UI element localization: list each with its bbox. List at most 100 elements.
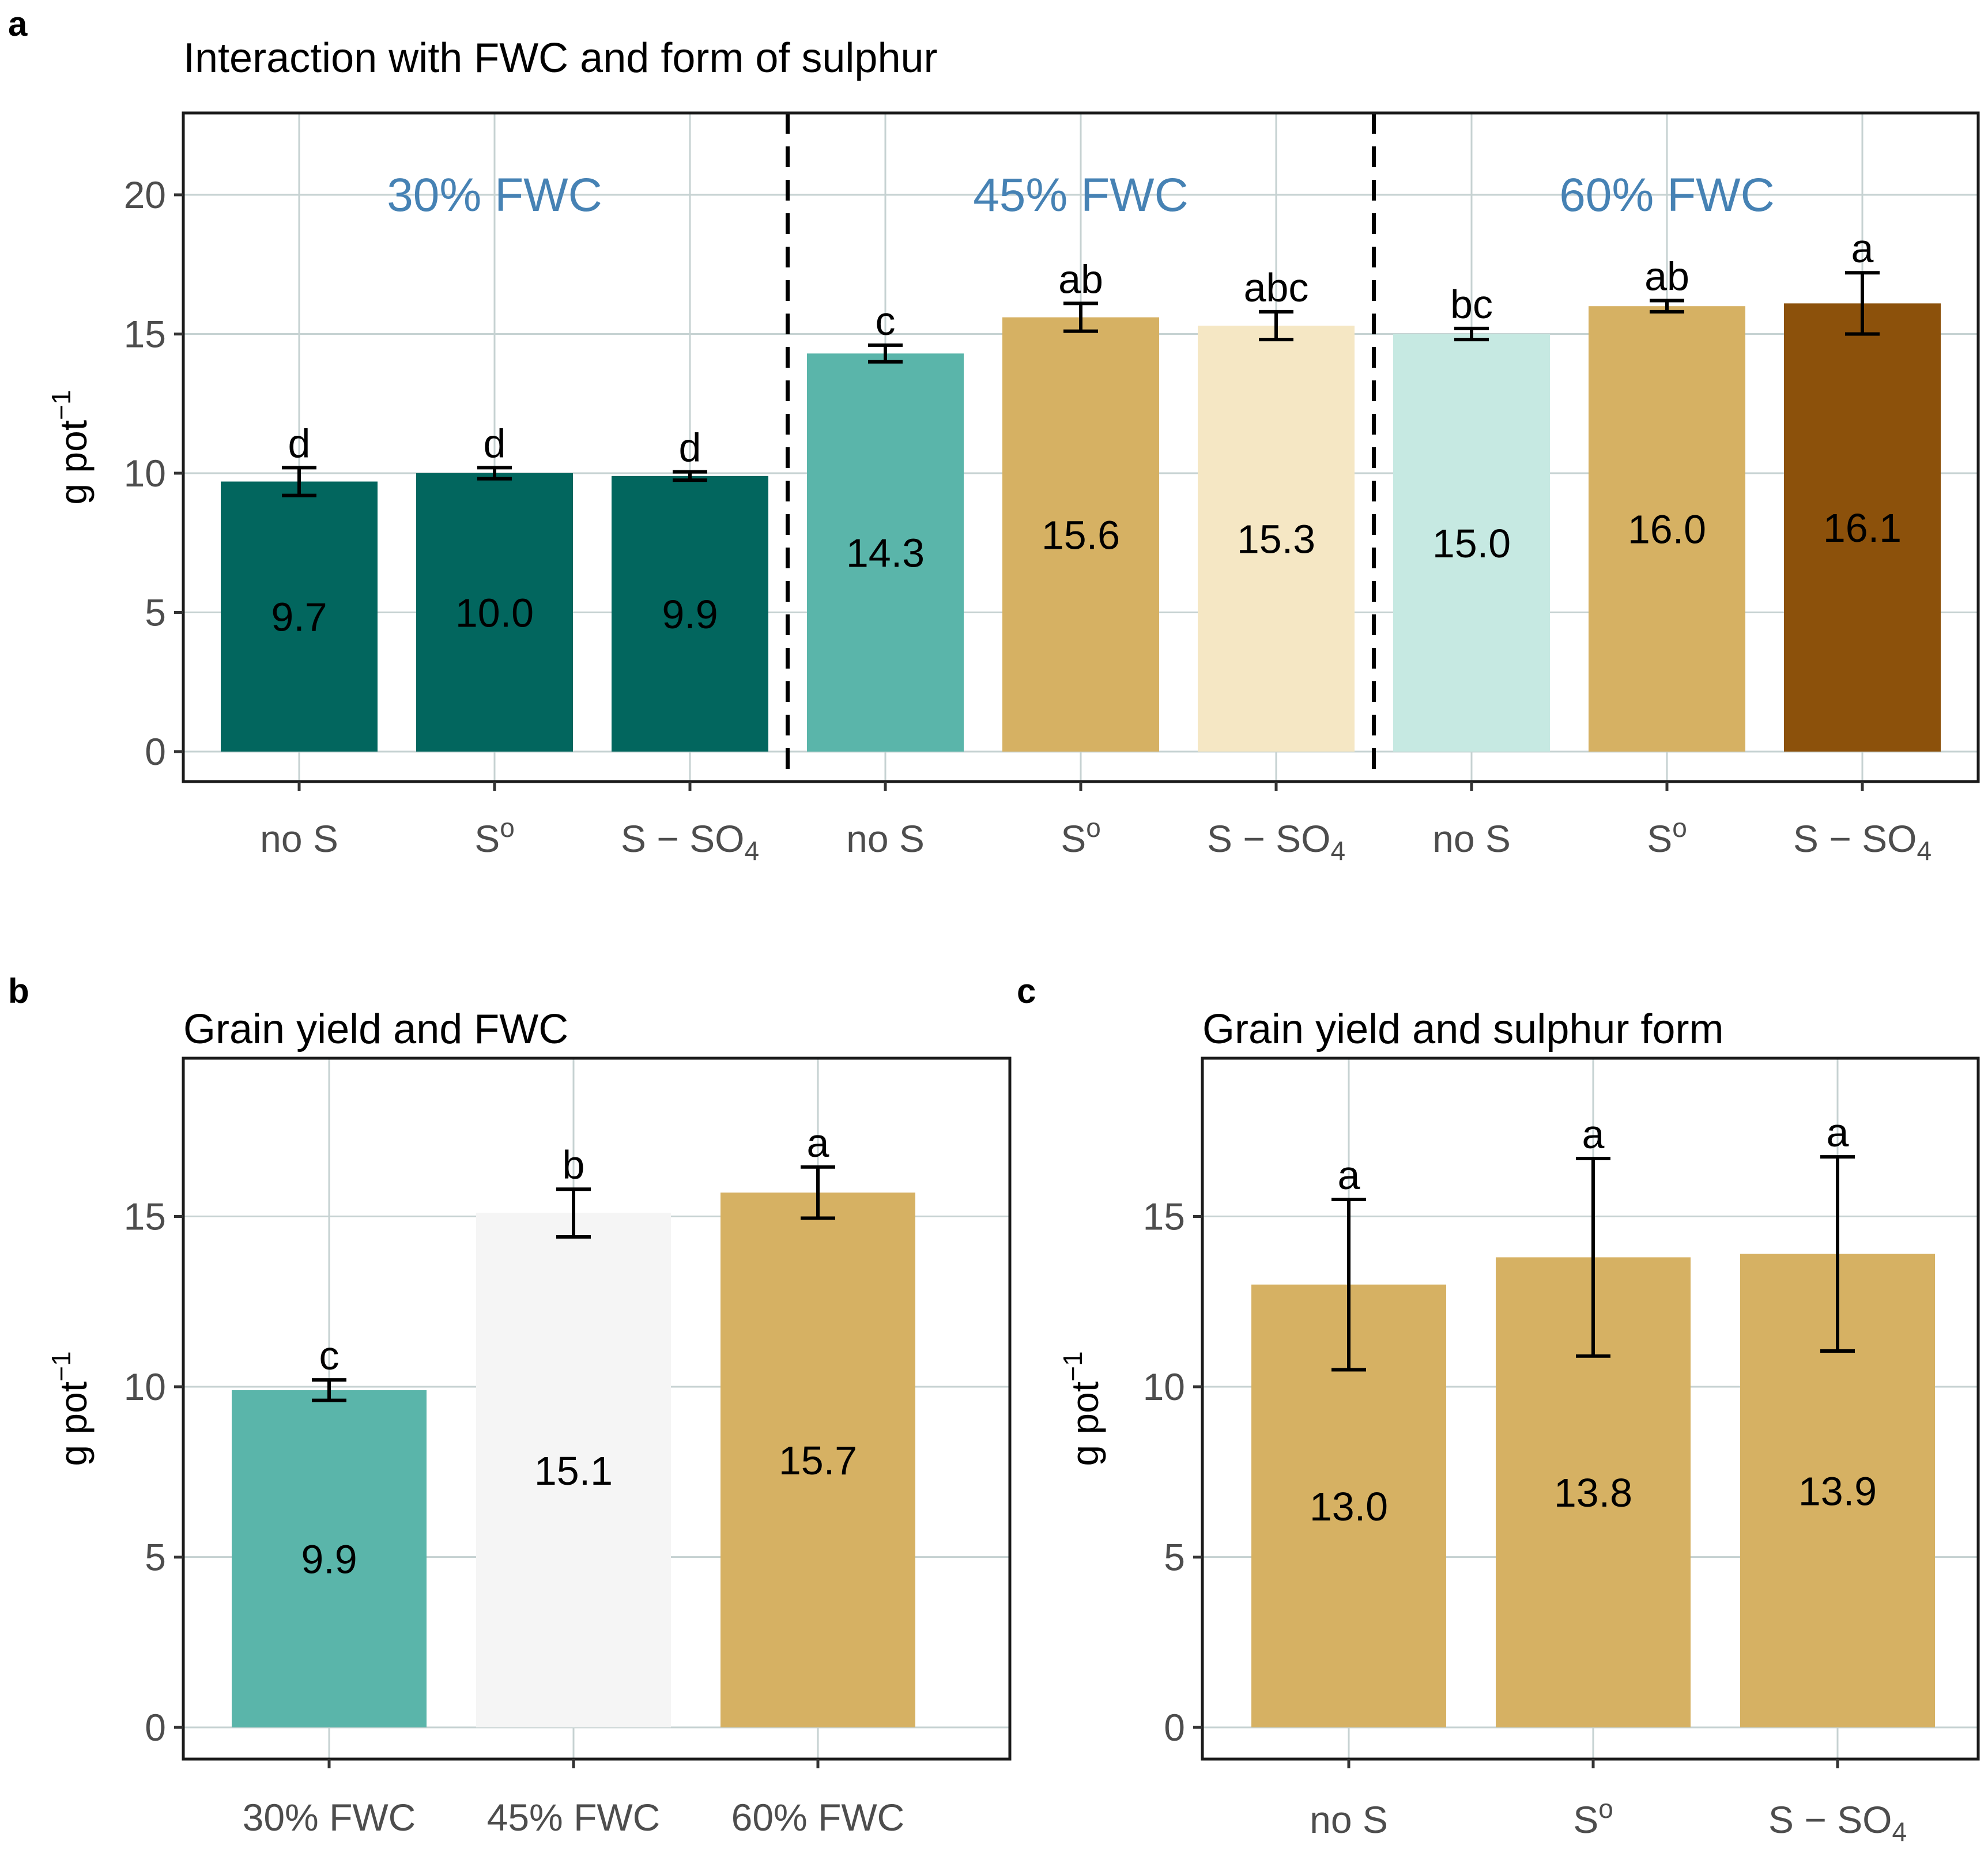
bar-value-label: 15.1 bbox=[534, 1448, 613, 1493]
label-s: S bbox=[474, 817, 500, 860]
x-tick-label: 60% FWC bbox=[731, 1796, 905, 1839]
significance-letter: c bbox=[319, 1333, 339, 1378]
label-main: S − SO bbox=[1793, 817, 1917, 860]
bar-a-8 bbox=[1784, 303, 1941, 752]
significance-letter: c bbox=[876, 299, 896, 344]
bar-value-label: 9.9 bbox=[662, 592, 718, 637]
y-tick-label: 10 bbox=[124, 452, 166, 495]
label-s: S bbox=[1061, 817, 1086, 860]
x-tick-label: no S bbox=[1310, 1798, 1388, 1841]
group-label-0: 30% FWC bbox=[387, 169, 602, 221]
plot-frame bbox=[182, 1056, 1012, 1761]
label-main: S − SO bbox=[1768, 1798, 1892, 1841]
bar-b-2 bbox=[720, 1193, 915, 1727]
significance-letter: a bbox=[1338, 1153, 1360, 1198]
y-axis-title: g pot−1 bbox=[1058, 1351, 1106, 1466]
x-tick-label: no S bbox=[1432, 817, 1511, 860]
x-tick-label: S − SO4 bbox=[1207, 817, 1345, 866]
x-tick-label: So bbox=[474, 813, 515, 860]
group-label-1: 45% FWC bbox=[973, 169, 1189, 221]
x-tick-label: no S bbox=[260, 817, 338, 860]
significance-letter: abc bbox=[1244, 265, 1309, 310]
x-tick-label: So bbox=[1061, 813, 1101, 860]
bar-b-1 bbox=[476, 1213, 671, 1727]
group-label-2: 60% FWC bbox=[1559, 169, 1775, 221]
significance-letter: d bbox=[288, 421, 311, 466]
significance-letter: a bbox=[1582, 1112, 1605, 1157]
x-tick-label: S − SO4 bbox=[1793, 817, 1932, 866]
label-sub: 4 bbox=[1917, 836, 1932, 866]
y-axis-title-sup: −1 bbox=[1058, 1351, 1088, 1381]
y-tick-label: 5 bbox=[145, 591, 166, 634]
y-tick-label: 5 bbox=[145, 1536, 166, 1579]
bar-a-2 bbox=[612, 476, 768, 752]
x-tick-label: S − SO4 bbox=[621, 817, 759, 866]
significance-letter: a bbox=[807, 1120, 829, 1165]
bar-value-label: 9.9 bbox=[301, 1537, 357, 1582]
y-tick-label: 10 bbox=[1143, 1365, 1185, 1408]
bar-b-0 bbox=[232, 1390, 427, 1727]
panel-letter: a bbox=[8, 5, 28, 43]
label-main: S − SO bbox=[1207, 817, 1331, 860]
y-axis-title-sup: −1 bbox=[46, 1351, 76, 1381]
panel-letter: c bbox=[1017, 972, 1036, 1010]
significance-letter: b bbox=[563, 1142, 585, 1187]
y-tick-label: 15 bbox=[124, 1195, 166, 1238]
panel-letter: b bbox=[8, 972, 29, 1010]
panel-title: Grain yield and sulphur form bbox=[1202, 1006, 1723, 1052]
y-tick-label: 0 bbox=[1164, 1706, 1185, 1749]
panel-title: Grain yield and FWC bbox=[183, 1006, 568, 1052]
x-tick-label: S − SO4 bbox=[1768, 1798, 1907, 1846]
significance-letter: ab bbox=[1644, 254, 1689, 299]
bar-a-6 bbox=[1393, 334, 1550, 752]
significance-letter: ab bbox=[1058, 256, 1103, 301]
y-tick-label: 15 bbox=[124, 313, 166, 356]
label-main: S − SO bbox=[621, 817, 745, 860]
label-s: S bbox=[1647, 817, 1672, 860]
bar-value-label: 13.0 bbox=[1310, 1484, 1388, 1529]
bar-value-label: 13.8 bbox=[1554, 1470, 1632, 1515]
bar-value-label: 10.0 bbox=[455, 591, 534, 636]
x-tick-label: So bbox=[1573, 1794, 1613, 1841]
y-axis-title-main: g pot bbox=[52, 420, 95, 505]
y-axis-title: g pot−1 bbox=[46, 390, 95, 504]
label-sup: o bbox=[1598, 1794, 1613, 1824]
y-axis-title-sup: −1 bbox=[46, 390, 76, 420]
y-tick-label: 0 bbox=[145, 730, 166, 773]
significance-letter: a bbox=[1851, 226, 1874, 271]
bar-a-5 bbox=[1198, 326, 1355, 752]
label-sub: 4 bbox=[1331, 836, 1346, 866]
plot-frame bbox=[1201, 1056, 1980, 1761]
panel-title: Interaction with FWC and form of sulphur bbox=[183, 35, 938, 81]
x-tick-label: no S bbox=[846, 817, 925, 860]
bar-value-label: 15.6 bbox=[1042, 512, 1120, 557]
bar-value-label: 16.1 bbox=[1823, 505, 1902, 550]
y-tick-label: 15 bbox=[1143, 1195, 1185, 1238]
y-axis-title-main: g pot bbox=[1063, 1382, 1106, 1466]
bar-a-4 bbox=[1002, 317, 1159, 752]
bar-a-3 bbox=[807, 353, 964, 752]
bar-value-label: 15.7 bbox=[779, 1438, 857, 1483]
y-tick-label: 10 bbox=[124, 1365, 166, 1408]
bar-value-label: 14.3 bbox=[846, 531, 925, 576]
bar-value-label: 16.0 bbox=[1628, 507, 1706, 552]
y-tick-label: 20 bbox=[124, 173, 166, 216]
bar-value-label: 13.9 bbox=[1798, 1469, 1877, 1514]
bar-value-label: 15.0 bbox=[1432, 521, 1511, 566]
label-sub: 4 bbox=[745, 836, 760, 866]
x-tick-label: 45% FWC bbox=[487, 1796, 661, 1839]
significance-letter: a bbox=[1827, 1110, 1849, 1155]
label-s: S bbox=[1573, 1798, 1598, 1841]
significance-letter: bc bbox=[1450, 282, 1493, 327]
label-sup: o bbox=[1086, 813, 1101, 843]
x-tick-label: 30% FWC bbox=[243, 1796, 416, 1839]
significance-letter: d bbox=[679, 425, 701, 470]
label-sup: o bbox=[500, 813, 515, 843]
x-tick-label: So bbox=[1647, 813, 1687, 860]
y-axis-title-main: g pot bbox=[52, 1382, 95, 1466]
bar-value-label: 9.7 bbox=[271, 595, 327, 640]
y-tick-label: 0 bbox=[145, 1706, 166, 1749]
bar-a-7 bbox=[1589, 306, 1745, 752]
bar-a-1 bbox=[416, 473, 573, 752]
